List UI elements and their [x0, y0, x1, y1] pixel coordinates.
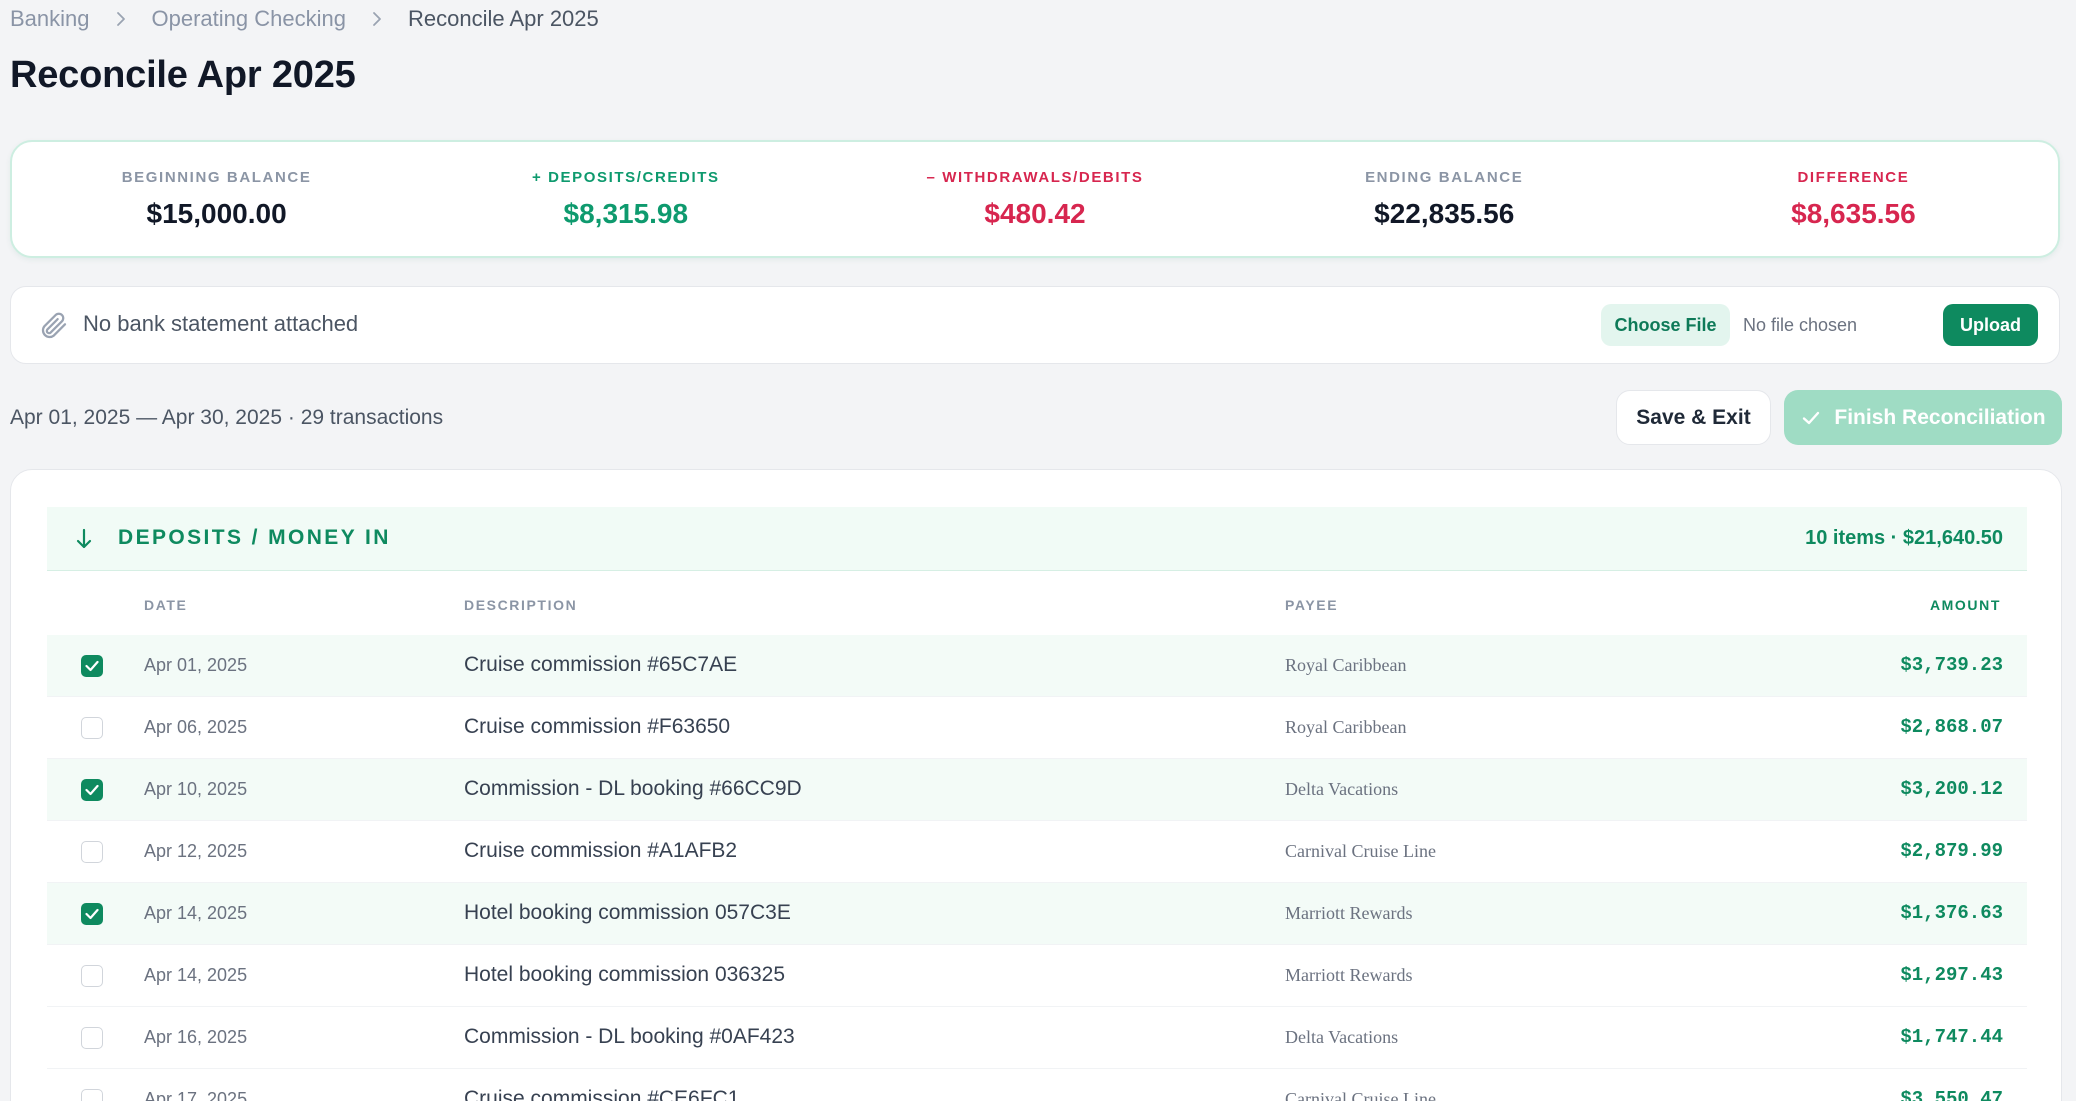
- withdrawals-value: $480.42: [984, 197, 1086, 229]
- cell-date: Apr 10, 2025: [144, 779, 248, 799]
- column-header-description[interactable]: DESCRIPTION: [464, 597, 578, 613]
- cell-date: Apr 17, 2025: [144, 1089, 248, 1101]
- cell-amount: $3,739.23: [1900, 654, 2003, 676]
- check-icon: [1800, 407, 1822, 429]
- table-row[interactable]: Apr 16, 2025 Commission - DL booking #0A…: [47, 1007, 2027, 1069]
- cell-payee: Royal Caribbean: [1285, 717, 1407, 737]
- breadcrumb-current: Reconcile Apr 2025: [407, 6, 599, 31]
- cell-payee: Delta Vacations: [1285, 779, 1399, 799]
- reconcile-checkbox[interactable]: [81, 655, 103, 677]
- page-title: Reconcile Apr 2025: [10, 54, 356, 96]
- table-row[interactable]: Apr 14, 2025 Hotel booking commission 03…: [47, 945, 2027, 1007]
- column-header-date[interactable]: DATE: [144, 597, 188, 613]
- cell-description: Cruise commission #A1AFB2: [464, 839, 738, 862]
- cell-amount: $2,868.07: [1900, 716, 2003, 738]
- cell-description: Cruise commission #CE6FC1: [464, 1087, 740, 1101]
- cell-description: Cruise commission #65C7AE: [464, 653, 738, 676]
- ending-balance-label: ENDING BALANCE: [1365, 168, 1524, 186]
- cell-description: Commission - DL booking #0AF423: [464, 1025, 795, 1048]
- breadcrumb-operating-checking[interactable]: Operating Checking: [151, 6, 346, 31]
- choose-file-button[interactable]: Choose File: [1601, 304, 1730, 346]
- ending-balance-stat: ENDING BALANCE $22,835.56: [1240, 142, 1649, 256]
- cell-date: Apr 12, 2025: [144, 841, 248, 861]
- statement-attachment-bar: No bank statement attached Choose File N…: [10, 286, 2060, 364]
- cell-date: Apr 16, 2025: [144, 1027, 248, 1047]
- cell-date: Apr 06, 2025: [144, 717, 248, 737]
- cell-amount: $3,200.12: [1900, 778, 2003, 800]
- column-header-payee[interactable]: PAYEE: [1285, 597, 1339, 613]
- deposits-section-title: DEPOSITS / MONEY IN: [118, 526, 391, 549]
- cell-amount: $1,376.63: [1900, 902, 2003, 924]
- withdrawals-stat: – WITHDRAWALS/DEBITS $480.42: [830, 142, 1239, 256]
- checkmark-icon: [85, 784, 99, 796]
- reconcile-checkbox[interactable]: [81, 717, 103, 739]
- checkmark-icon: [85, 908, 99, 920]
- table-row[interactable]: Apr 12, 2025 Cruise commission #A1AFB2 C…: [47, 821, 2027, 883]
- period-summary: Apr 01, 2025 — Apr 30, 2025 · 29 transac…: [10, 406, 444, 429]
- upload-button[interactable]: Upload: [1943, 304, 2038, 346]
- withdrawals-label: – WITHDRAWALS/DEBITS: [926, 168, 1144, 186]
- cell-amount: $3,550.47: [1900, 1088, 2003, 1101]
- finish-reconciliation-label: Finish Reconciliation: [1834, 405, 2046, 429]
- deposits-section-header[interactable]: DEPOSITS / MONEY IN 10 items · $21,640.5…: [47, 507, 2027, 571]
- column-header-amount[interactable]: AMOUNT: [1929, 597, 2001, 613]
- cell-date: Apr 14, 2025: [144, 965, 248, 985]
- save-exit-button[interactable]: Save & Exit: [1616, 390, 1771, 445]
- cell-amount: $2,879.99: [1900, 840, 2003, 862]
- cell-description: Hotel booking commission 057C3E: [464, 901, 791, 924]
- breadcrumb: Banking Operating Checking Reconcile Apr…: [10, 4, 599, 34]
- reconciliation-summary: BEGINNING BALANCE $15,000.00 + DEPOSITS/…: [10, 140, 2060, 258]
- table-row[interactable]: Apr 14, 2025 Hotel booking commission 05…: [47, 883, 2027, 945]
- cell-date: Apr 14, 2025: [144, 903, 248, 923]
- difference-label: DIFFERENCE: [1797, 168, 1910, 186]
- file-name-text: No file chosen: [1743, 315, 1858, 335]
- deposits-label: + DEPOSITS/CREDITS: [532, 168, 720, 186]
- beginning-balance-label: BEGINNING BALANCE: [121, 168, 312, 186]
- difference-value: $8,635.56: [1791, 197, 1916, 229]
- cell-amount: $1,747.44: [1900, 1026, 2003, 1048]
- beginning-balance-value: $15,000.00: [146, 197, 287, 229]
- chevron-right-icon: [112, 10, 130, 28]
- cell-payee: Marriott Rewards: [1285, 965, 1413, 985]
- table-row[interactable]: Apr 17, 2025 Cruise commission #CE6FC1 C…: [47, 1069, 2027, 1101]
- cell-description: Hotel booking commission 036325: [464, 963, 786, 986]
- reconcile-checkbox[interactable]: [81, 1027, 103, 1049]
- cell-description: Cruise commission #F63650: [464, 715, 731, 738]
- deposits-stat: + DEPOSITS/CREDITS $8,315.98: [421, 142, 830, 256]
- beginning-balance-stat: BEGINNING BALANCE $15,000.00: [12, 142, 421, 256]
- breadcrumb-banking[interactable]: Banking: [10, 6, 90, 31]
- cell-description: Commission - DL booking #66CC9D: [464, 777, 802, 800]
- reconcile-checkbox[interactable]: [81, 1089, 103, 1101]
- deposits-table-body: Apr 01, 2025 Cruise commission #65C7AE R…: [47, 635, 2027, 1101]
- cell-payee: Marriott Rewards: [1285, 903, 1413, 923]
- cell-payee: Carnival Cruise Line: [1285, 841, 1436, 861]
- deposits-table-card: DEPOSITS / MONEY IN 10 items · $21,640.5…: [10, 469, 2062, 1101]
- deposits-value: $8,315.98: [563, 197, 689, 229]
- finish-reconciliation-button[interactable]: Finish Reconciliation: [1784, 390, 2062, 445]
- cell-amount: $1,297.43: [1900, 964, 2003, 986]
- reconcile-checkbox[interactable]: [81, 903, 103, 925]
- cell-payee: Carnival Cruise Line: [1285, 1089, 1436, 1101]
- table-row[interactable]: Apr 06, 2025 Cruise commission #F63650 R…: [47, 697, 2027, 759]
- table-row[interactable]: Apr 01, 2025 Cruise commission #65C7AE R…: [47, 635, 2027, 697]
- reconcile-checkbox[interactable]: [81, 841, 103, 863]
- paperclip-icon: [37, 309, 69, 341]
- difference-stat: DIFFERENCE $8,635.56: [1649, 142, 2058, 256]
- statement-status: No bank statement attached: [83, 311, 359, 336]
- cell-payee: Delta Vacations: [1285, 1027, 1399, 1047]
- deposits-section-summary: 10 items · $21,640.50: [1805, 527, 2003, 549]
- reconcile-checkbox[interactable]: [81, 965, 103, 987]
- reconcile-checkbox[interactable]: [81, 779, 103, 801]
- checkmark-icon: [85, 660, 99, 672]
- ending-balance-value: $22,835.56: [1374, 197, 1515, 229]
- table-row[interactable]: Apr 10, 2025 Commission - DL booking #66…: [47, 759, 2027, 821]
- cell-date: Apr 01, 2025: [144, 655, 248, 675]
- chevron-right-icon: [368, 10, 386, 28]
- cell-payee: Royal Caribbean: [1285, 655, 1407, 675]
- arrow-down-icon: [75, 527, 93, 551]
